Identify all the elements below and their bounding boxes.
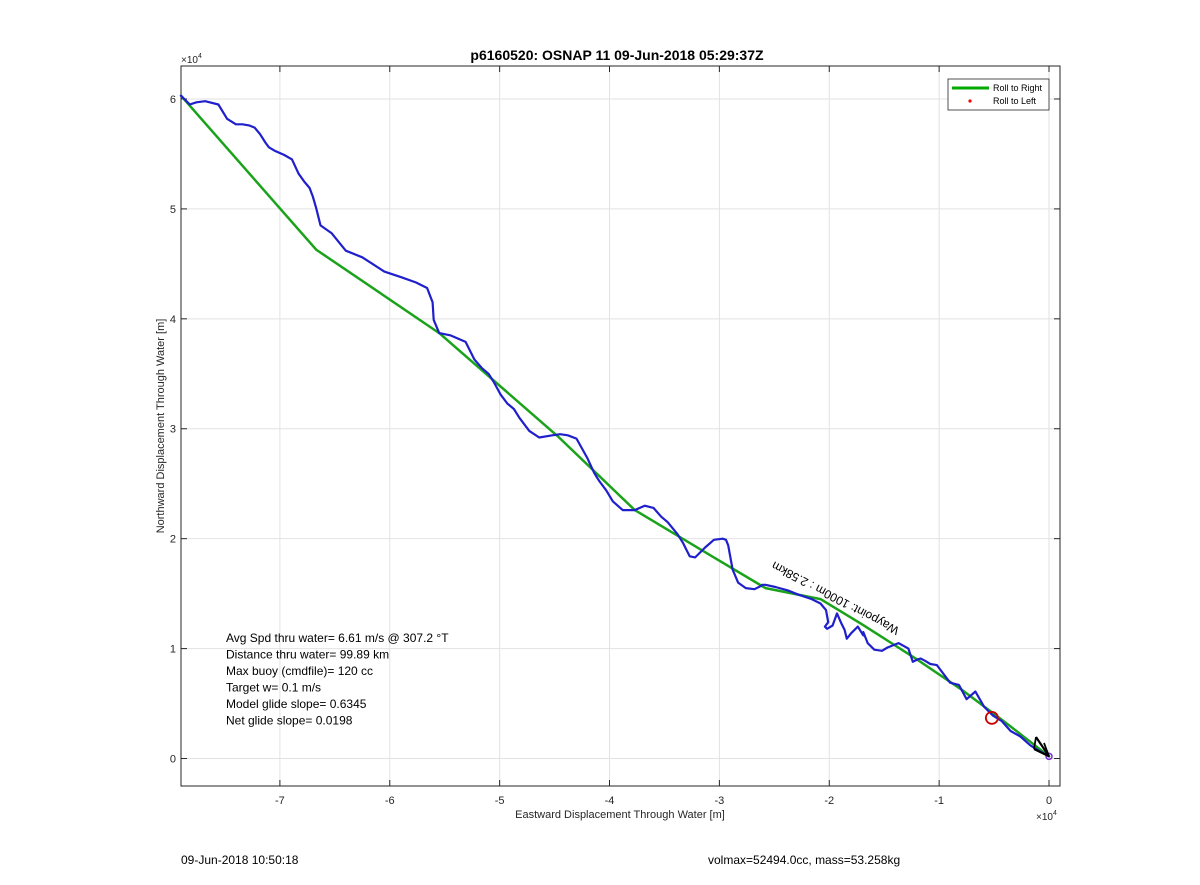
y-axis-label: Northward Displacement Through Water [m] — [155, 319, 167, 534]
stats-line: Model glide slope= 0.6345 — [226, 697, 367, 711]
x-tick-label: -7 — [275, 795, 285, 807]
y-tick-label: 5 — [170, 204, 176, 216]
waypoint-annotation: Waypoint: 1000m : 2.58km — [769, 559, 901, 638]
x-tick-label: -4 — [605, 795, 615, 807]
y-tick-label: 3 — [170, 424, 176, 436]
x-tick-label: -2 — [824, 795, 834, 807]
grid — [181, 66, 1060, 786]
series-line-track — [179, 94, 1051, 758]
chart-title: p6160520: OSNAP 11 09-Jun-2018 05:29:37Z — [470, 47, 764, 63]
svg-text:×104: ×104 — [1036, 810, 1057, 823]
x-tick-label: 0 — [1046, 795, 1052, 807]
series-layer — [179, 94, 1051, 758]
x-tick-label: -1 — [934, 795, 944, 807]
y-tick-label: 4 — [170, 314, 176, 326]
legend-swatch-roll-left — [968, 99, 972, 103]
current-position-marker — [984, 710, 999, 725]
footer-volmax-mass: volmax=52494.0cc, mass=53.258kg — [708, 853, 901, 867]
heading-arrow-head — [1033, 736, 1037, 750]
legend: Roll to Right Roll to Left — [947, 78, 1050, 111]
marker-layer — [984, 710, 1053, 761]
stats-block: Avg Spd thru water= 6.61 m/s @ 307.2 °T D… — [226, 631, 449, 728]
y-tick-label: 6 — [170, 94, 176, 106]
axis-ticks: -7 -6 -5 -4 -3 -2 -1 0 0 1 2 3 4 5 6 — [170, 66, 1060, 807]
stats-line: Distance thru water= 99.89 km — [226, 648, 389, 662]
stats-line: Max buoy (cmdfile)= 120 cc — [226, 664, 373, 678]
plot-frame — [180, 65, 1061, 787]
heading-arrow-line-1 — [1033, 748, 1050, 758]
y-tick-label: 2 — [170, 534, 176, 546]
footer-timestamp: 09-Jun-2018 10:50:18 — [181, 853, 299, 867]
heading-arrow-line-3 — [1043, 742, 1050, 757]
stats-line: Target w= 0.1 m/s — [226, 681, 321, 695]
legend-box — [947, 78, 1050, 111]
stats-line: Net glide slope= 0.0198 — [226, 714, 353, 728]
x-tick-label: -6 — [385, 795, 395, 807]
x-tick-label: -5 — [495, 795, 505, 807]
start-marker — [1045, 752, 1053, 761]
y-tick-label: 0 — [170, 754, 176, 766]
x-tick-label: -3 — [714, 795, 724, 807]
x-axis-label: Eastward Displacement Through Water [m] — [515, 809, 725, 821]
svg-text:×104: ×104 — [181, 53, 202, 66]
y-exponent-label: ×104 — [181, 53, 202, 66]
legend-label-roll-left: Roll to Left — [993, 96, 1037, 106]
x-exponent-label: ×104 — [1036, 810, 1057, 823]
legend-label-roll-right: Roll to Right — [993, 83, 1043, 93]
y-tick-label: 1 — [170, 644, 176, 656]
stats-line: Avg Spd thru water= 6.61 m/s @ 307.2 °T — [226, 631, 449, 645]
